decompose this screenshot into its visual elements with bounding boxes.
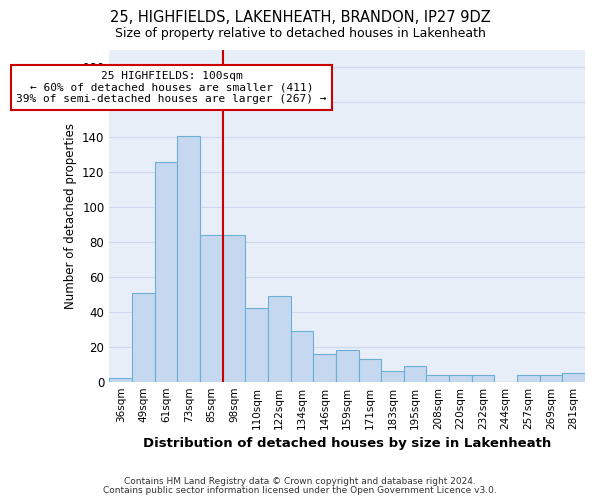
Bar [562, 373, 585, 382]
Bar [404, 366, 427, 382]
Bar [223, 235, 245, 382]
Bar [336, 350, 359, 382]
Y-axis label: Number of detached properties: Number of detached properties [64, 123, 77, 309]
Bar [132, 292, 155, 382]
Bar [290, 331, 313, 382]
Text: Contains HM Land Registry data © Crown copyright and database right 2024.: Contains HM Land Registry data © Crown c… [124, 477, 476, 486]
Bar [313, 354, 336, 382]
Bar [268, 296, 290, 382]
Text: Contains public sector information licensed under the Open Government Licence v3: Contains public sector information licen… [103, 486, 497, 495]
Bar [381, 371, 404, 382]
Text: 25, HIGHFIELDS, LAKENHEATH, BRANDON, IP27 9DZ: 25, HIGHFIELDS, LAKENHEATH, BRANDON, IP2… [110, 10, 490, 25]
Bar [517, 374, 540, 382]
Bar [155, 162, 178, 382]
Bar [427, 374, 449, 382]
Bar [472, 374, 494, 382]
X-axis label: Distribution of detached houses by size in Lakenheath: Distribution of detached houses by size … [143, 437, 551, 450]
Text: Size of property relative to detached houses in Lakenheath: Size of property relative to detached ho… [115, 28, 485, 40]
Bar [245, 308, 268, 382]
Bar [178, 136, 200, 382]
Bar [449, 374, 472, 382]
Bar [109, 378, 132, 382]
Bar [359, 359, 381, 382]
Bar [200, 235, 223, 382]
Text: 25 HIGHFIELDS: 100sqm
← 60% of detached houses are smaller (411)
39% of semi-det: 25 HIGHFIELDS: 100sqm ← 60% of detached … [16, 71, 327, 104]
Bar [540, 374, 562, 382]
